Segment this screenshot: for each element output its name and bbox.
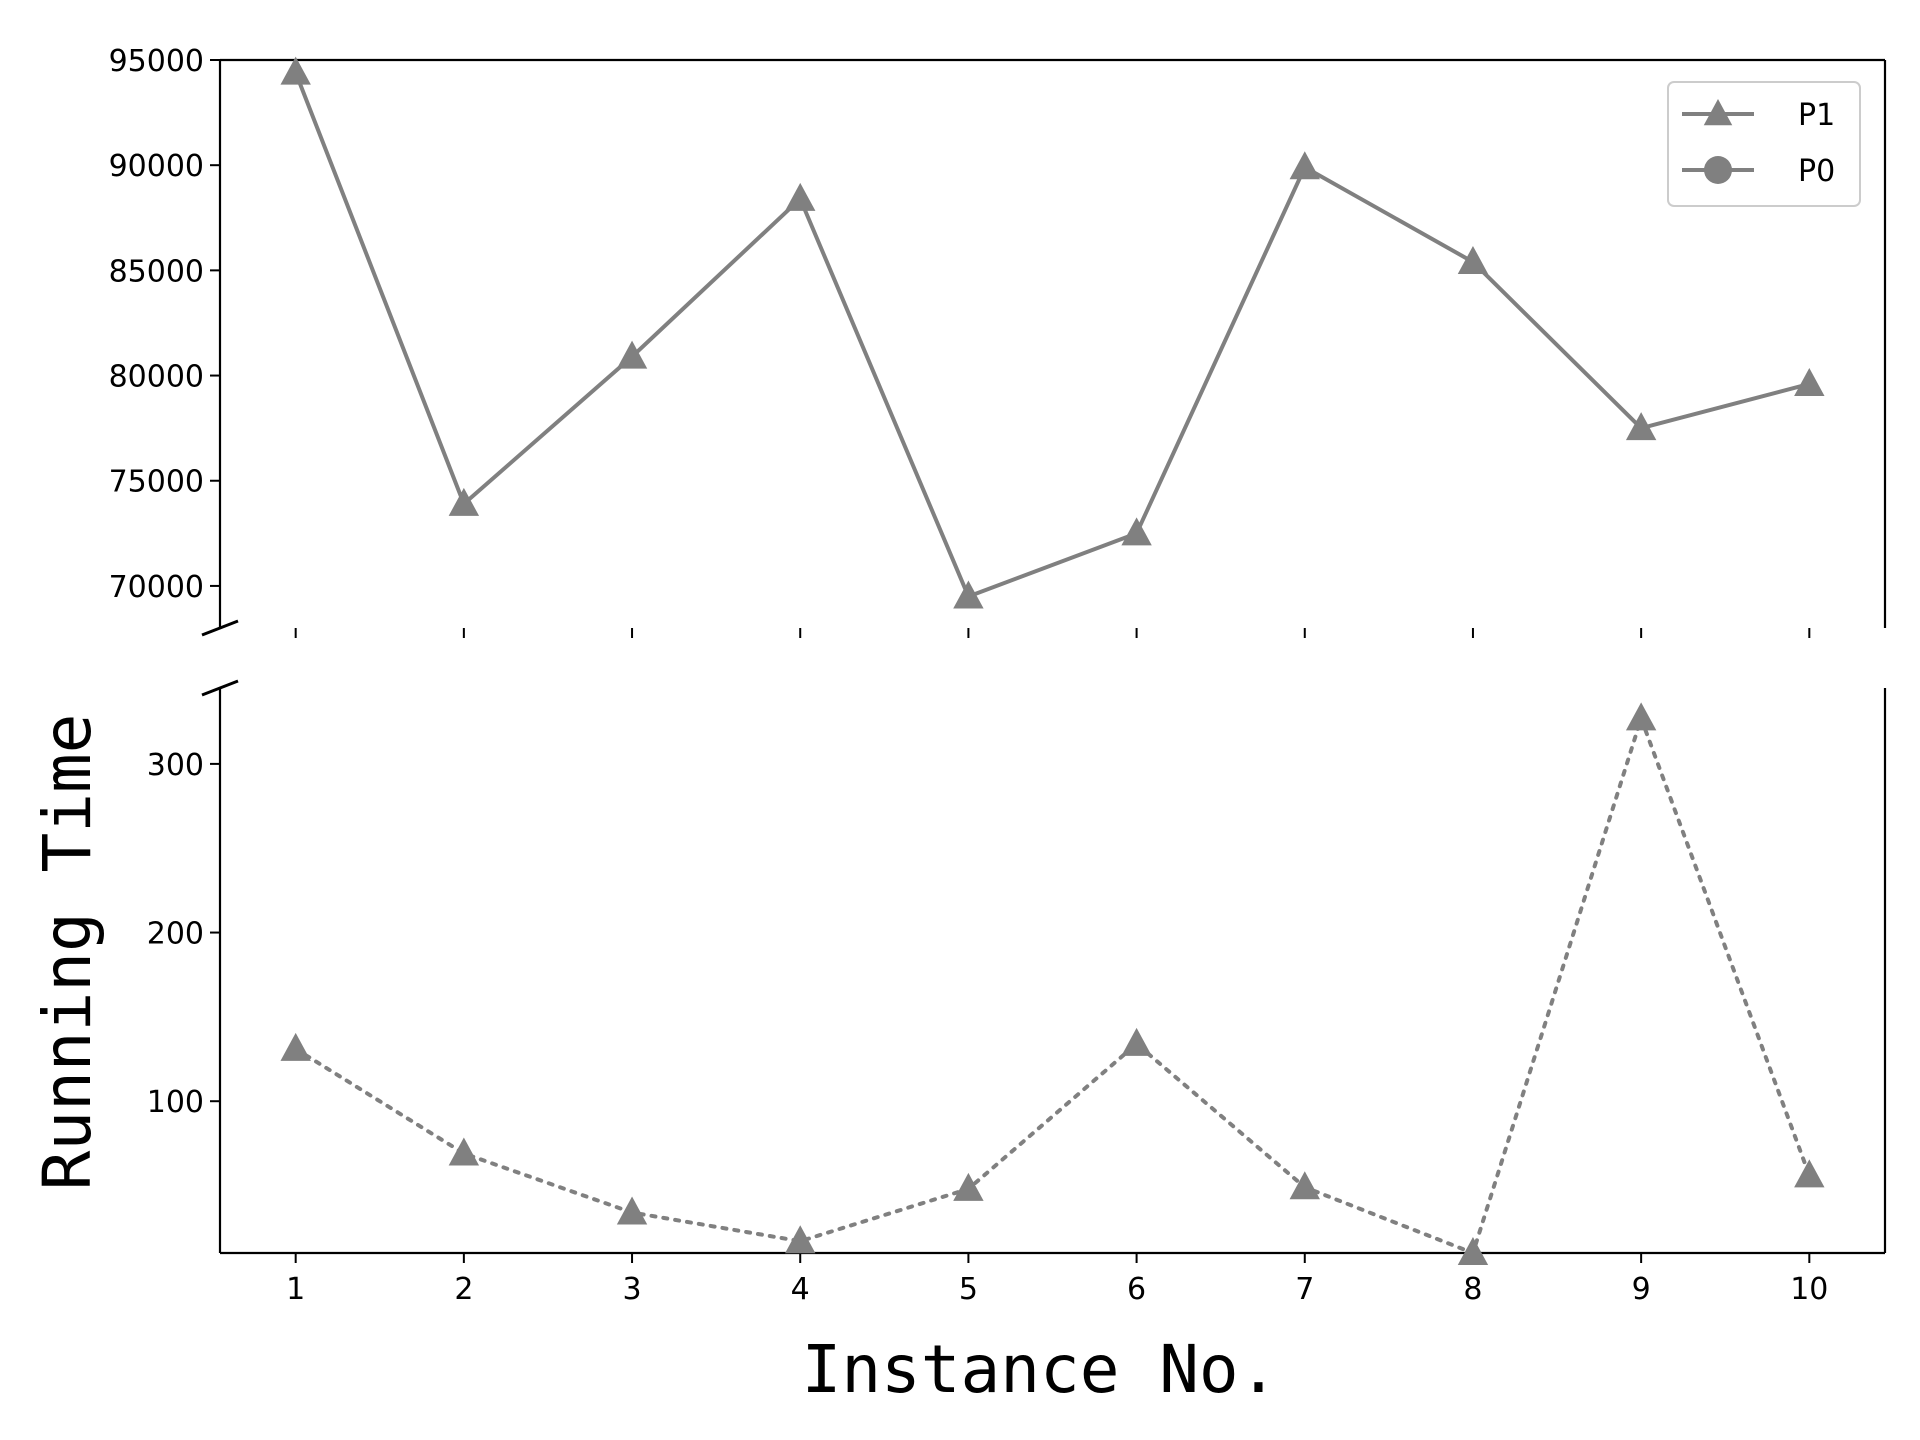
series-p0-point: [1457, 1237, 1489, 1265]
x-axis-ticks: 1 2 3 4 5 6 7 8 9 10: [286, 1253, 1828, 1307]
series-p1-point: [616, 340, 648, 369]
y-axis-title: Running Time: [29, 714, 106, 1191]
series-p1-point: [1794, 367, 1825, 396]
top-panel-y-tick-label: 80000: [109, 360, 204, 395]
top-panel: 70000 75000 80000 85000 90000 95000: [109, 44, 1887, 638]
axis-break-marks: [201, 619, 239, 697]
series-p0-point: [616, 1196, 648, 1225]
bottom-panel-y-tick-label: 200: [147, 917, 204, 952]
top-panel-x-tick-marks: [294, 628, 1811, 638]
top-panel-y-tick-label: 70000: [109, 570, 204, 605]
x-tick-label: 8: [1463, 1272, 1482, 1307]
x-tick-label: 7: [1295, 1272, 1314, 1307]
series-p0-point: [1289, 1171, 1320, 1200]
legend-marker-p1: [1703, 99, 1733, 126]
series-p1-point: [1625, 412, 1657, 441]
x-tick-label: 10: [1790, 1272, 1828, 1307]
series-p1-point: [785, 182, 816, 211]
series-p0-point: [1625, 702, 1657, 731]
series-p0-line: [293, 716, 1812, 1255]
top-panel-y-tick-label: 75000: [109, 465, 204, 500]
x-tick-label: 9: [1632, 1272, 1651, 1307]
x-tick-label: 6: [1127, 1272, 1146, 1307]
break-mark-top: [201, 619, 239, 637]
top-panel-y-tick-label: 90000: [109, 149, 204, 184]
legend-marker-p0: [1704, 156, 1732, 184]
top-panel-spines: [218, 58, 1887, 628]
x-tick-label: 3: [622, 1272, 641, 1307]
series-p1-point: [280, 56, 311, 85]
series-p1-point: [448, 487, 480, 516]
legend-label-p0: P0: [1798, 154, 1835, 189]
x-tick-label: 2: [454, 1272, 473, 1307]
legend: P1 P0: [1667, 81, 1861, 207]
series-p0-point: [785, 1225, 816, 1254]
bottom-panel-y-tick-label: 300: [147, 748, 204, 783]
bottom-panel-y-ticks: 100 200 300: [147, 748, 220, 1120]
series-p0: [280, 702, 1825, 1265]
top-panel-y-tick-label: 85000: [109, 254, 204, 289]
series-p0-point: [953, 1172, 984, 1201]
series-p1: [280, 56, 1825, 609]
legend-label-p1: P1: [1798, 98, 1835, 133]
x-tick-label: 5: [959, 1272, 978, 1307]
top-panel-y-ticks: 70000 75000 80000 85000 90000 95000: [109, 44, 220, 605]
x-tick-label: 1: [286, 1272, 305, 1307]
x-tick-label: 4: [791, 1272, 810, 1307]
series-p1-point: [1457, 245, 1489, 274]
series-p1-point: [1289, 151, 1320, 180]
bottom-panel-y-tick-label: 100: [147, 1085, 204, 1120]
bottom-panel: 100 200 300 1 2 3 4 5 6 7 8 9 10: [147, 688, 1887, 1307]
series-p1-point: [953, 580, 984, 609]
series-p1-point: [1121, 517, 1152, 546]
series-p0-point: [1121, 1027, 1152, 1056]
series-p0-point: [1794, 1159, 1825, 1188]
series-p0-point: [448, 1137, 480, 1166]
series-p1-line: [293, 71, 1810, 599]
series-p0-point: [280, 1032, 311, 1061]
top-panel-y-tick-label: 95000: [109, 44, 204, 79]
bottom-panel-spines: [218, 688, 1887, 1255]
x-axis-title: Instance No.: [802, 1331, 1279, 1408]
break-mark-bottom: [201, 679, 239, 697]
